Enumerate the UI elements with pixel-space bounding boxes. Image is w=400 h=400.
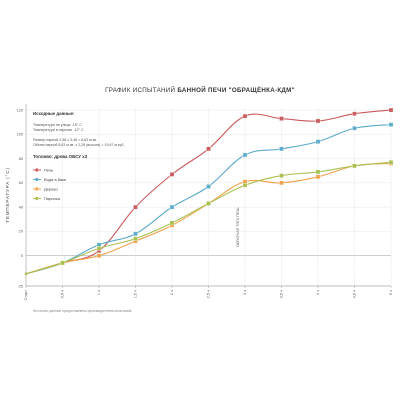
data-point	[315, 118, 321, 124]
info-line-2: Температура в парилке -12° С	[33, 128, 84, 132]
chart-title-prefix: ГРАФИК ИСПЫТАНИЙ	[105, 86, 175, 94]
data-point	[206, 146, 211, 152]
series-group	[24, 122, 394, 276]
legend-swatch-marker	[35, 196, 39, 201]
reverse-draft-annotation: ОБРАТНАЯ ТЯГА ПЕЧЬ	[236, 207, 240, 247]
data-point	[169, 204, 175, 210]
chart-title: ГРАФИК ИСПЫТАНИЙ БАННОЙ ПЕЧИ "ОБРАЩЁНКА-К…	[105, 86, 295, 94]
legend-label: Вода в баке	[44, 177, 67, 182]
data-point	[24, 272, 28, 276]
y-tick-label: 100	[17, 133, 23, 137]
data-point	[279, 180, 284, 186]
data-point	[352, 163, 357, 169]
info-line-4: Размер парной 2,48 х 3,48 = 8,63 м кв.	[33, 138, 97, 142]
y-axis-title: ТЕМПЕРАТУРА (°С)	[5, 167, 10, 222]
data-point	[133, 236, 138, 241]
info-line-5: Объем парной 8,63 м кв. х 2,28 (высота) …	[33, 143, 124, 147]
series	[24, 107, 394, 276]
axes: -25 0 20 40 60 80 100 120 Старт 0,5 ч 1 ч 1,5 ч 2 ч 2…	[5, 104, 393, 300]
data-point	[388, 122, 394, 127]
data-point	[96, 246, 102, 251]
legend-swatch-marker	[35, 177, 39, 182]
y-tick-label: 20	[19, 230, 23, 234]
data-point	[169, 220, 175, 226]
info-fuel: Топливо: дрова ОБСУ х3	[33, 154, 88, 159]
y-tick-label: 120	[17, 108, 23, 112]
x-tick-label: 4,5 ч	[353, 290, 357, 298]
info-heading: Исходные данные:	[33, 111, 75, 116]
y-tick-label: 40	[19, 205, 23, 209]
data-point	[60, 260, 65, 266]
legend-label: Дерево	[44, 186, 58, 191]
data-point	[133, 204, 138, 210]
data-point	[315, 169, 321, 175]
x-tick-label: 0,5 ч	[61, 290, 65, 298]
y-tick-label: -25	[18, 284, 24, 288]
data-point	[388, 107, 394, 113]
x-tick-label: 3 ч	[243, 290, 247, 295]
x-tick-label: 3,5 ч	[280, 290, 284, 298]
data-point	[279, 173, 284, 178]
legend-swatch-marker	[35, 168, 39, 172]
data-point	[242, 182, 248, 188]
data-point	[315, 174, 321, 180]
legend-label: Печь	[44, 167, 53, 172]
series-group	[24, 159, 394, 276]
y-tick-label: 80	[19, 157, 23, 161]
data-point	[169, 172, 175, 177]
x-tick-label: 2 ч	[170, 290, 174, 295]
data-point	[206, 184, 211, 189]
data-point	[133, 231, 138, 237]
data-point	[206, 201, 211, 206]
data-point	[388, 159, 394, 165]
data-point	[242, 152, 248, 158]
data-point	[279, 116, 284, 121]
source-data-block: Исходные данные: Температура на улице -1…	[33, 111, 124, 159]
data-point	[352, 125, 357, 131]
x-tick-label: 2,5 ч	[207, 290, 211, 298]
x-tick-label: Старт	[24, 290, 28, 301]
x-tick-label: 4 ч	[316, 290, 320, 295]
data-point	[242, 113, 248, 119]
info-line-1: Температура на улице -15° С	[33, 123, 82, 127]
x-tick-label: 1,5 ч	[134, 290, 138, 298]
footnote: Источник: данные предоставлены производи…	[33, 309, 132, 313]
data-point	[352, 111, 357, 117]
y-tick-label: 0	[21, 254, 23, 258]
legend: Печь Вода в баке Дерево Парилка	[33, 167, 67, 201]
x-tick-label: 1 ч	[97, 290, 101, 295]
data-point	[96, 253, 102, 258]
y-tick-label: 60	[19, 181, 23, 185]
legend-swatch-marker	[35, 187, 39, 191]
data-point	[279, 146, 284, 152]
data-point	[315, 139, 321, 144]
grid	[26, 109, 392, 287]
x-tick-label: 5 ч	[389, 290, 393, 295]
chart-title-bold: БАННОЙ ПЕЧИ "ОБРАЩЁНКА-КДМ"	[177, 86, 295, 94]
legend-label: Парилка	[44, 196, 61, 201]
